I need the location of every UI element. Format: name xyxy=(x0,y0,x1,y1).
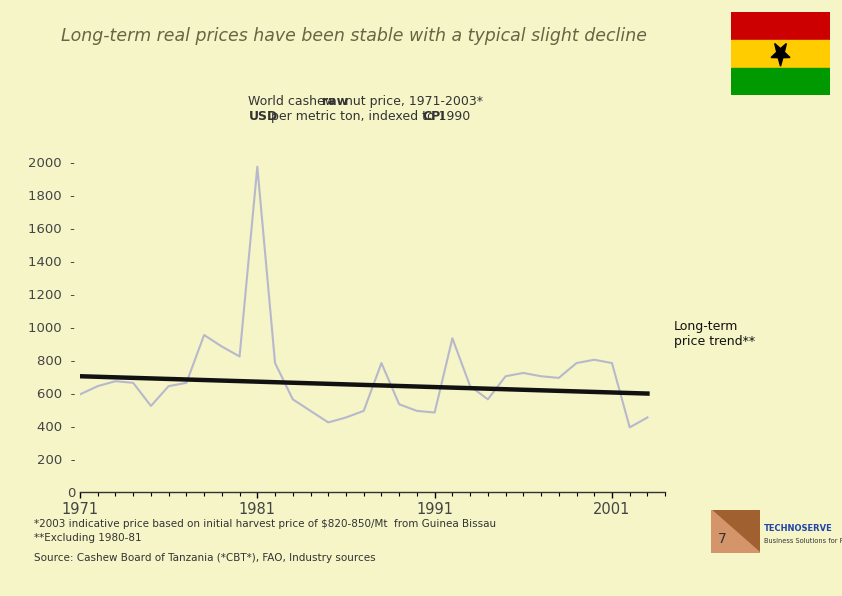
Text: TECHNOSERVE: TECHNOSERVE xyxy=(764,524,833,533)
Text: nut price, 1971-2003*: nut price, 1971-2003* xyxy=(341,95,483,108)
Bar xyxy=(731,12,830,40)
Text: *2003 indicative price based on initial harvest price of $820-850/Mt  from Guine: *2003 indicative price based on initial … xyxy=(34,519,496,529)
Polygon shape xyxy=(711,510,760,553)
Text: Long-term real prices have been stable with a typical slight decline: Long-term real prices have been stable w… xyxy=(61,27,647,45)
Text: 7: 7 xyxy=(717,532,726,545)
Bar xyxy=(731,67,830,95)
Text: USD: USD xyxy=(248,110,278,123)
Text: Source: Cashew Board of Tanzania (*CBT*), FAO, Industry sources: Source: Cashew Board of Tanzania (*CBT*)… xyxy=(34,553,376,563)
Text: per metric ton, indexed to 1990: per metric ton, indexed to 1990 xyxy=(267,110,474,123)
Bar xyxy=(731,40,830,67)
Text: CPI: CPI xyxy=(423,110,445,123)
Text: World cashew: World cashew xyxy=(248,95,339,108)
Polygon shape xyxy=(711,510,760,553)
Text: raw: raw xyxy=(322,95,349,108)
Text: **Excluding 1980-81: **Excluding 1980-81 xyxy=(34,533,141,544)
Text: Business Solutions for People: Business Solutions for People xyxy=(764,538,842,544)
Polygon shape xyxy=(771,44,790,66)
Text: Long-term
price trend**: Long-term price trend** xyxy=(674,320,754,347)
